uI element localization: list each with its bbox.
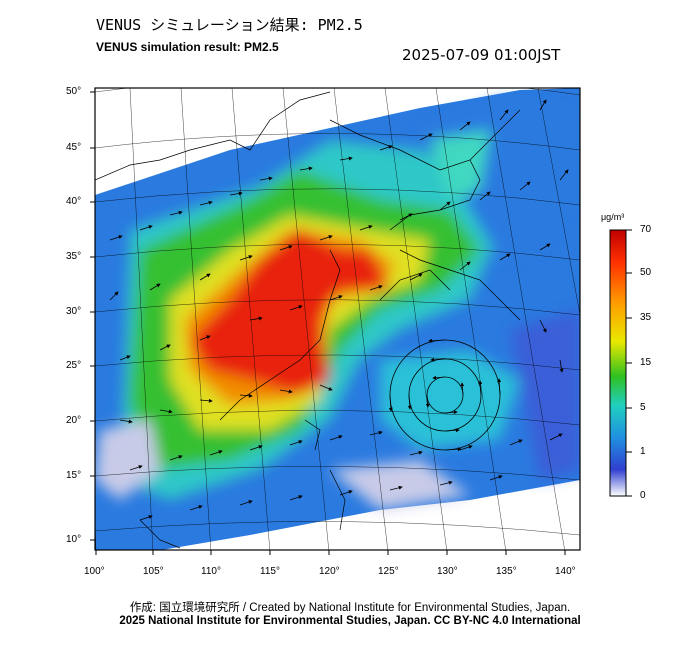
lat-label: 20° bbox=[66, 415, 82, 426]
lon-label: 130° bbox=[437, 566, 458, 577]
colorbar bbox=[609, 229, 627, 497]
lat-label: 30° bbox=[66, 306, 82, 317]
lon-label: 125° bbox=[378, 566, 399, 577]
colorbar-unit: μg/m³ bbox=[601, 212, 625, 222]
title-english: VENUS simulation result: PM2.5 bbox=[96, 40, 279, 54]
lat-label: 45° bbox=[66, 142, 82, 153]
footer-credit: 作成: 国立環境研究所 / Created by National Instit… bbox=[129, 602, 571, 614]
wind-vectors bbox=[109, 99, 569, 521]
colorbar-tick: 1 bbox=[640, 446, 646, 457]
lon-label: 110° bbox=[201, 566, 221, 577]
map-area bbox=[95, 88, 580, 550]
lat-label: 35° bbox=[66, 251, 82, 262]
colorbar-tick: 35 bbox=[640, 312, 652, 323]
lat-label: 50° bbox=[66, 86, 82, 97]
colorbar-tick: 0 bbox=[640, 490, 646, 501]
lat-label: 15° bbox=[66, 470, 82, 481]
lon-label: 140° bbox=[555, 566, 576, 577]
lat-label: 40° bbox=[66, 196, 82, 207]
title-japanese: VENUS シミュレーション結果: PM2.5 bbox=[96, 16, 363, 34]
footer-license: 2025 National Institute for Environmenta… bbox=[119, 615, 581, 627]
colorbar-tick: 70 bbox=[640, 224, 652, 235]
lon-label: 135° bbox=[496, 566, 517, 577]
timestamp: 2025-07-09 01:00JST bbox=[402, 46, 561, 64]
lon-label: 100° bbox=[84, 566, 105, 577]
colorbar-tick: 5 bbox=[640, 402, 646, 413]
lat-label: 10° bbox=[66, 534, 82, 545]
map-frame bbox=[94, 87, 581, 551]
colorbar-tick: 50 bbox=[640, 267, 652, 278]
lat-label: 25° bbox=[66, 360, 82, 371]
lon-label: 115° bbox=[260, 566, 280, 577]
colorbar-tick: 15 bbox=[640, 357, 652, 368]
lon-label: 120° bbox=[319, 566, 340, 577]
lon-label: 105° bbox=[143, 566, 164, 577]
